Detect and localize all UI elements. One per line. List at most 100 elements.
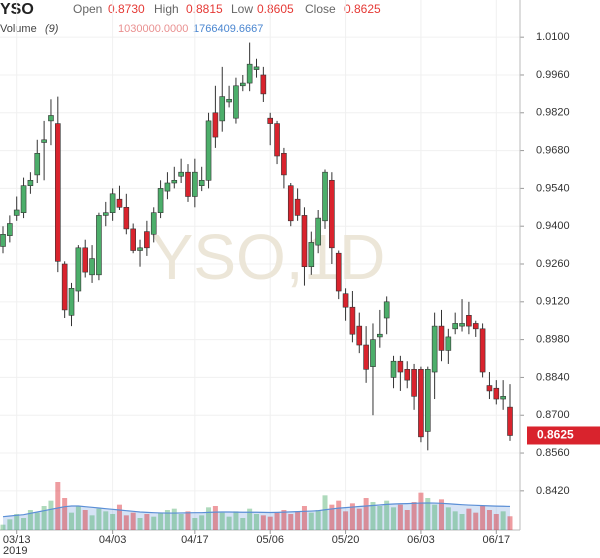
- volume-bar: [329, 504, 335, 530]
- volume-bar: [137, 518, 143, 530]
- volume-bar: [418, 492, 424, 530]
- candle-body: [281, 152, 287, 176]
- volume-bar: [130, 512, 136, 530]
- volume-ma-area: [3, 502, 510, 530]
- candle-body: [356, 325, 363, 346]
- candle-body: [342, 293, 349, 308]
- volume-bar: [473, 512, 479, 530]
- candle-body: [185, 171, 191, 197]
- candle-body: [418, 369, 424, 438]
- candle-body: [479, 328, 486, 373]
- volume-bar: [69, 512, 75, 530]
- y-tick-label: 0.9540: [536, 182, 570, 194]
- candle-body: [164, 182, 171, 192]
- volume-bar: [96, 508, 102, 530]
- volume-bar: [466, 508, 472, 530]
- candle-body: [96, 215, 102, 276]
- y-tick-label: 0.9400: [536, 220, 570, 232]
- x-tick-label: 03/13: [3, 534, 31, 546]
- close-label: Close: [305, 2, 336, 16]
- volume-bar: [164, 510, 170, 530]
- candle-body: [226, 98, 232, 103]
- volume-bar: [486, 510, 492, 530]
- volume-bar: [391, 507, 397, 530]
- candle-body: [493, 387, 500, 400]
- volume-bar: [343, 511, 349, 530]
- volume-bar: [233, 511, 239, 530]
- candle-body: [438, 325, 445, 351]
- volume-bar: [445, 507, 451, 530]
- candle-body: [363, 344, 369, 370]
- x-tick-label: 06/03: [407, 534, 435, 546]
- high-label: High: [154, 2, 179, 16]
- candle-body: [411, 369, 417, 397]
- year-label: 2019: [3, 545, 27, 557]
- candle-body: [472, 323, 479, 330]
- volume-bar: [110, 514, 116, 530]
- volume-bar: [411, 502, 417, 530]
- y-tick-label: 0.9680: [536, 144, 570, 156]
- volume-bar: [377, 506, 383, 530]
- volume-bar: [267, 516, 273, 530]
- candle-body: [41, 139, 47, 143]
- volume-bar: [151, 516, 157, 530]
- candle-body: [7, 223, 13, 236]
- candle-body: [486, 385, 493, 392]
- volume-bar: [308, 512, 314, 530]
- volume-bar: [432, 504, 438, 530]
- candle-body: [287, 185, 294, 222]
- volume-bar: [226, 516, 232, 530]
- candle-body: [445, 336, 452, 351]
- volume-bar: [21, 518, 27, 530]
- candle-body: [315, 217, 321, 246]
- last-price-label: 0.8625: [537, 428, 574, 442]
- volume-bar: [254, 514, 259, 530]
- x-tick-label: 04/03: [99, 534, 127, 546]
- volume-bar: [199, 515, 205, 530]
- volume-bar: [288, 514, 294, 530]
- candle-body: [20, 185, 27, 214]
- candle-body: [75, 247, 82, 292]
- candle-body: [68, 288, 75, 316]
- candle-body: [267, 117, 274, 124]
- candle-body: [123, 206, 130, 230]
- candle-body: [322, 171, 328, 222]
- candle-body: [370, 339, 376, 367]
- volume-bar: [480, 506, 486, 530]
- volume-bar: [295, 511, 301, 530]
- y-tick-label: 0.8560: [536, 447, 570, 459]
- candle-body: [144, 231, 150, 249]
- candle-body: [329, 179, 335, 249]
- volume-bar: [493, 514, 499, 530]
- x-tick-label: 05/06: [256, 534, 284, 546]
- candle-body: [82, 247, 89, 273]
- low-value: 0.8605: [257, 2, 294, 16]
- volume-bar: [452, 511, 458, 530]
- volume-bar: [7, 519, 13, 530]
- volume-bar: [158, 512, 164, 530]
- volume-bar: [247, 508, 253, 530]
- volume-bar: [336, 500, 342, 530]
- volume-bar: [116, 504, 122, 530]
- candle-body: [171, 179, 178, 184]
- candle-body: [89, 258, 95, 276]
- candle-body: [192, 171, 198, 197]
- candle-body: [308, 242, 315, 268]
- candle-body: [61, 263, 68, 311]
- last-price-box: [527, 426, 600, 445]
- volume-bar: [14, 514, 20, 530]
- candle-body: [150, 212, 157, 235]
- volume-bar: [185, 511, 191, 530]
- candle-body: [34, 152, 41, 176]
- volume-bar: [281, 510, 287, 530]
- y-tick-label: 0.8980: [536, 334, 570, 346]
- x-tick-label: 06/17: [483, 534, 511, 546]
- candle-body: [55, 123, 61, 262]
- volume-ma-line: [2, 502, 511, 518]
- candle-body: [109, 193, 116, 214]
- volume-bar: [82, 510, 88, 530]
- volume-bar: [507, 516, 513, 530]
- volume-period: (9): [45, 23, 59, 35]
- volume-bar: [500, 511, 506, 530]
